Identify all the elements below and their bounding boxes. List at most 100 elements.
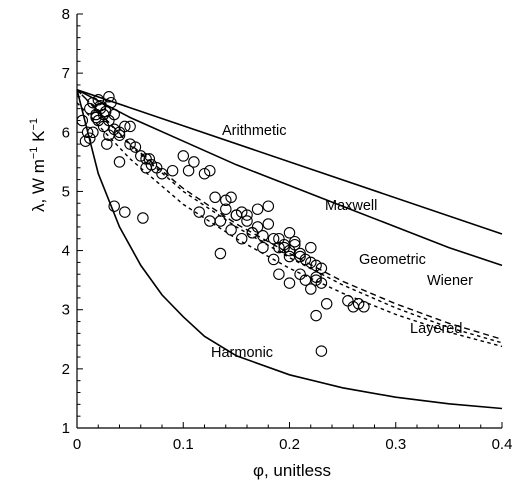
x-tick-label: 0.3: [385, 436, 406, 453]
data-point: [262, 218, 275, 230]
data-point: [124, 120, 136, 133]
data-point: [143, 153, 156, 165]
curve-group: [76, 88, 503, 410]
curve-maxwell: [76, 88, 503, 267]
curve-label-geometric: Geometric: [359, 252, 426, 268]
data-point: [214, 247, 227, 260]
data-point: [105, 96, 117, 109]
data-point: [214, 215, 227, 227]
data-point: [209, 191, 221, 204]
data-point: [204, 164, 216, 177]
curve-wiener: [76, 89, 503, 344]
data-point: [342, 295, 354, 307]
data-point: [251, 203, 264, 215]
data-point: [220, 203, 232, 215]
data-point: [257, 230, 269, 242]
data-point: [177, 150, 190, 162]
y-tick-label: 8: [62, 6, 70, 23]
curve-label-maxwell: Maxwell: [325, 198, 377, 214]
y-tick-label: 5: [62, 183, 70, 200]
data-point: [267, 232, 280, 245]
data-point: [315, 345, 328, 357]
data-point: [119, 120, 131, 133]
data-point: [76, 114, 89, 127]
y-tick-label: 4: [62, 243, 70, 260]
y-tick-label: 2: [62, 361, 70, 378]
data-point: [129, 141, 142, 153]
curve-geometric: [76, 89, 503, 340]
data-point: [220, 194, 232, 207]
y-axis-title-sup-1: −1: [28, 147, 40, 160]
data-point: [246, 227, 259, 239]
data-point: [241, 215, 253, 227]
y-tick-label: 3: [62, 302, 70, 319]
data-point: [81, 126, 94, 139]
data-point: [92, 114, 105, 127]
data-point: [113, 129, 126, 141]
curve-label-layered: Layered: [410, 321, 462, 337]
data-point: [84, 132, 96, 144]
data-point: [87, 126, 99, 139]
x-tick-label: 0.4: [492, 436, 513, 453]
data-point: [182, 164, 195, 177]
data-point: [204, 215, 216, 227]
tick-label-group: 0 0.1 0.2 0.3 0.4 1 2 3 4 5 6 7 8: [62, 6, 513, 453]
curve-label-harmonic: Harmonic: [211, 345, 273, 361]
data-point: [166, 164, 179, 177]
data-point: [283, 277, 296, 289]
data-point: [225, 224, 237, 236]
data-point: [267, 253, 280, 266]
curve-label-group: Arithmetic Maxwell Geometric Wiener Laye…: [211, 123, 473, 361]
y-axis-title-main: λ, W m: [29, 159, 48, 212]
data-point: [278, 241, 290, 254]
data-point: [289, 235, 301, 248]
data-point: [310, 259, 322, 272]
curve-label-arithmetic: Arithmetic: [222, 123, 286, 139]
curve-harmonic: [76, 89, 503, 410]
data-point: [156, 167, 168, 180]
data-point: [103, 91, 115, 103]
data-point: [94, 99, 107, 112]
y-tick-label: 6: [62, 124, 70, 141]
tick-group: [76, 13, 503, 429]
data-point: [305, 241, 317, 254]
data-point: [283, 227, 296, 239]
data-point: [310, 271, 322, 283]
curve-arithmetic: [76, 88, 503, 235]
data-point: [289, 238, 301, 251]
data-point: [257, 241, 269, 254]
data-point: [294, 268, 306, 280]
data-point: [315, 262, 328, 275]
data-point: [90, 111, 102, 124]
data-point: [299, 274, 312, 286]
curve-label-wiener: Wiener: [427, 273, 473, 289]
data-point: [320, 298, 333, 310]
data-point-group: [76, 91, 370, 357]
data-point: [108, 108, 120, 121]
axes: [76, 14, 502, 429]
data-point: [87, 96, 99, 109]
y-axis-title-sup-2: −1: [28, 118, 40, 131]
data-point: [294, 247, 306, 260]
curve-layered: [76, 102, 503, 348]
data-point: [101, 138, 113, 150]
y-axis-title: λ, W m−1 K−1: [28, 118, 48, 212]
data-point: [193, 206, 205, 218]
data-point: [262, 200, 275, 212]
y-axis-title-mid: K: [29, 130, 48, 147]
data-point: [188, 156, 200, 168]
data-point: [113, 156, 126, 168]
x-tick-label: 0.2: [279, 436, 300, 453]
data-point: [283, 250, 296, 263]
data-point: [92, 94, 105, 106]
data-point: [119, 206, 131, 218]
x-axis-title: φ, unitless: [253, 461, 331, 480]
y-tick-label: 1: [62, 420, 70, 437]
y-tick-label: 7: [62, 65, 70, 82]
data-point: [137, 212, 149, 224]
data-point: [273, 268, 285, 280]
data-point: [273, 232, 285, 245]
x-tick-label: 0.1: [173, 436, 194, 453]
data-point: [241, 209, 253, 221]
